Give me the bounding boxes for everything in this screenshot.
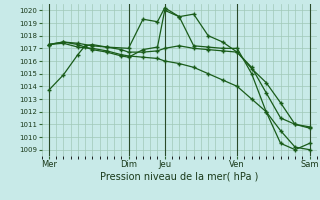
X-axis label: Pression niveau de la mer( hPa ): Pression niveau de la mer( hPa )	[100, 172, 258, 182]
